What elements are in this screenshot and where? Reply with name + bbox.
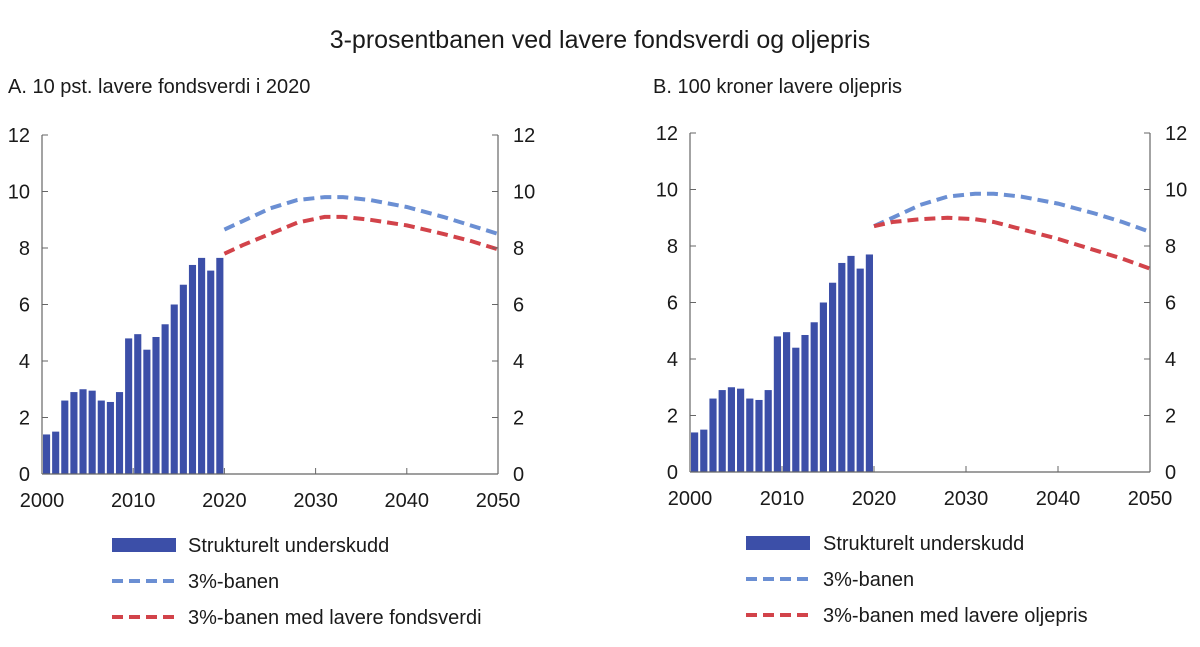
panel-b-bar-2004 (718, 390, 726, 472)
panel-b-bar-2014 (810, 322, 818, 472)
panel-a-ytick-label-left-12: 12 (8, 125, 30, 147)
chart-main-title: 3-prosentbanen ved lavere fondsverdi og … (329, 26, 871, 54)
panel-b-bar-2013 (801, 334, 809, 472)
panel-a-ytick-label-left-0: 0 (19, 464, 30, 486)
panel-a-bar-2007 (97, 400, 105, 474)
panel-b-bar-2020 (865, 254, 873, 472)
panel-b-legend-label-0: Strukturelt underskudd (823, 533, 1024, 555)
panel-b-line-baseline (873, 191, 1151, 234)
panel-b-ytick-label-right-10: 10 (1165, 180, 1187, 202)
panel-b-xtick-label-2000: 2000 (668, 488, 713, 510)
panel-a-title: A. 10 pst. lavere fondsverdi i 2020 (8, 76, 311, 98)
panel-b-ytick-label-left-2: 2 (667, 406, 678, 428)
panel-b-xtick-label-2020: 2020 (852, 488, 897, 510)
panel-a-ytick-label-right-6: 6 (513, 295, 524, 317)
panel-a-line-baseline (223, 195, 499, 236)
panel-b-ytick-label-right-6: 6 (1165, 293, 1176, 315)
panel-b-bar-2015 (819, 302, 827, 472)
panel-a-xtick-label-2040: 2040 (385, 490, 430, 512)
panel-a-bar-2020 (216, 257, 224, 474)
panel-b-bar-2009 (764, 390, 772, 472)
panel-b-line-alternative (873, 215, 1151, 271)
panel-a-xtick-label-2050: 2050 (476, 490, 521, 512)
panel-b-bar-2006 (737, 388, 745, 472)
panel-b-bar-2018 (847, 255, 855, 472)
panel-a-xtick-label-2010: 2010 (111, 490, 156, 512)
panel-a-bar-2016 (179, 284, 187, 474)
panel-a-legend-label-0: Strukturelt underskudd (188, 535, 389, 557)
panel-a-ytick-label-right-0: 0 (513, 464, 524, 486)
panel-b-bar-2002 (700, 429, 708, 472)
panel-a-ytick-label-right-2: 2 (513, 408, 524, 430)
panel-b-xtick-label-2030: 2030 (944, 488, 989, 510)
panel-b-ytick-label-left-12: 12 (656, 123, 678, 145)
panel-a-legend-label-1: 3%-banen (188, 571, 279, 593)
panel-b-bar-2017 (838, 262, 846, 472)
panel-b-bar-2008 (755, 399, 763, 472)
panel-a-bar-2005 (79, 389, 87, 474)
panel-b-ytick-label-right-8: 8 (1165, 236, 1176, 258)
panel-a-bar-2014 (161, 324, 169, 474)
panel-b-bar-2016 (829, 282, 837, 472)
panel-a-ytick-label-right-8: 8 (513, 238, 524, 260)
panel-a-xtick-label-2020: 2020 (202, 490, 247, 512)
panel-a-bar-2004 (70, 392, 78, 474)
panel-b-ytick-label-left-4: 4 (667, 349, 678, 371)
panel-a-bar-2013 (152, 336, 160, 474)
panel-a-bar-2009 (115, 392, 124, 474)
panel-a-bar-2017 (188, 264, 197, 474)
panel-a-bar-2002 (52, 431, 60, 474)
panel-a-legend-swatch-bars (112, 538, 176, 552)
panel-a-ytick-label-left-6: 6 (19, 295, 30, 317)
panel-a-ytick-label-left-8: 8 (19, 238, 30, 260)
panel-a-ytick-label-left-10: 10 (8, 182, 30, 204)
panel-b-legend-swatch-bars (746, 536, 810, 550)
panel-a-bar-2019 (207, 270, 215, 474)
panel-b-legend-label-2: 3%-banen med lavere oljepris (823, 605, 1088, 627)
panel-b-bar-2019 (856, 268, 864, 472)
panel-a-bar-2018 (198, 257, 206, 474)
panel-b-title: B. 100 kroner lavere oljepris (653, 76, 903, 98)
panel-b-ytick-label-right-4: 4 (1165, 349, 1176, 371)
panel-b-xtick-label-2040: 2040 (1036, 488, 1081, 510)
panel-b-ytick-label-left-0: 0 (667, 462, 678, 484)
panel-a-bar-2015 (170, 304, 178, 474)
panel-b-bar-2007 (746, 398, 754, 472)
panel-b-ytick-label-right-0: 0 (1165, 462, 1176, 484)
panel-b-bar-2011 (783, 332, 791, 472)
panel-a-line-alternative (223, 214, 499, 256)
panel-a-bar-2006 (88, 390, 96, 474)
panel-a-ytick-label-left-2: 2 (19, 408, 30, 430)
panel-b-bar-2010 (773, 336, 781, 472)
panel-a-bar-2008 (106, 401, 114, 474)
panel-b-legend-label-1: 3%-banen (823, 569, 914, 591)
panel-a-ytick-label-left-4: 4 (19, 351, 30, 373)
panel-b-ytick-label-left-8: 8 (667, 236, 678, 258)
panel-b-xtick-label-2050: 2050 (1128, 488, 1173, 510)
panel-a-bar-2001 (43, 434, 51, 474)
panel-a-ytick-label-right-12: 12 (513, 125, 535, 147)
panel-a-bar-2012 (143, 349, 151, 474)
panel-b-ytick-label-left-6: 6 (667, 293, 678, 315)
panel-b-bar-2003 (709, 398, 717, 472)
panel-a-legend-label-2: 3%-banen med lavere fondsverdi (188, 607, 482, 629)
panel-a-ytick-label-right-10: 10 (513, 182, 535, 204)
panel-b-xtick-label-2010: 2010 (760, 488, 805, 510)
panel-a-xtick-label-2030: 2030 (293, 490, 338, 512)
panel-a-bar-2010 (125, 338, 133, 474)
panel-b-ytick-label-right-2: 2 (1165, 406, 1176, 428)
panel-b-ytick-label-right-12: 12 (1165, 123, 1187, 145)
panel-a-bar-2003 (61, 400, 69, 474)
panel-a-bar-2011 (134, 334, 142, 474)
panel-b-ytick-label-left-10: 10 (656, 180, 678, 202)
panel-b-bar-2012 (792, 347, 800, 472)
panel-b-bar-2005 (727, 387, 735, 472)
panel-a-ytick-label-right-4: 4 (513, 351, 524, 373)
panel-b-bar-2001 (691, 432, 699, 472)
panel-a-xtick-label-2000: 2000 (20, 490, 65, 512)
